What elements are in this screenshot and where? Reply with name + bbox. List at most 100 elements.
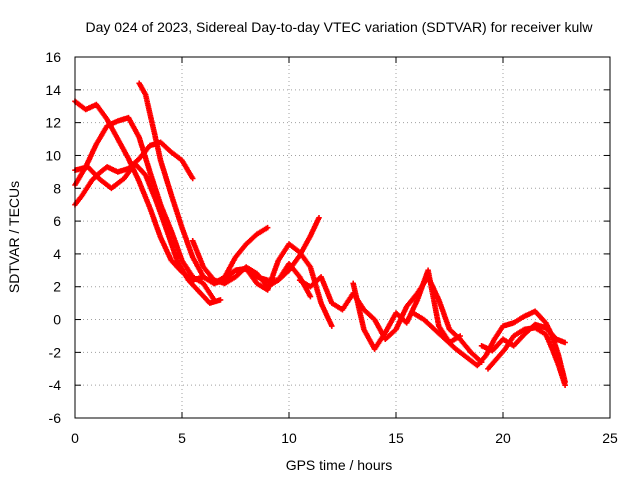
data-point <box>298 276 301 278</box>
data-point <box>266 289 269 291</box>
data-point <box>159 236 162 239</box>
data-point <box>191 177 194 180</box>
data-point <box>459 335 462 337</box>
data-point <box>455 348 457 350</box>
data-point <box>213 282 215 285</box>
data-point <box>384 338 387 341</box>
data-point <box>502 325 504 327</box>
data-point <box>298 251 301 254</box>
ticks-layer: 0 5 10 15 20 25 -6 -4 -2 0 2 4 6 8 10 12 14 16 <box>45 49 618 446</box>
data-point <box>202 276 205 278</box>
data-point <box>341 308 344 311</box>
data-point <box>523 328 526 331</box>
x-axis-label: GPS time / hours <box>286 457 393 473</box>
data-point <box>99 171 102 173</box>
data-point <box>480 345 483 347</box>
y-tick-label: 6 <box>53 213 61 229</box>
grid-layer <box>75 57 610 418</box>
data-point <box>485 354 487 357</box>
data-point <box>395 328 397 331</box>
data-point <box>198 290 200 293</box>
data-point <box>256 282 258 285</box>
data-point <box>181 259 183 262</box>
data-point <box>502 338 504 341</box>
data-point <box>159 141 162 144</box>
y-tick-label: 14 <box>45 82 61 98</box>
data-point <box>523 315 526 318</box>
data-point <box>127 116 130 119</box>
data-point <box>106 118 108 121</box>
x-tick-label: 25 <box>602 430 618 446</box>
data-point <box>534 323 536 326</box>
data-point <box>557 364 560 367</box>
data-point <box>309 235 312 237</box>
data-point <box>504 348 506 350</box>
y-axis-label: SDTVAR / TECUs <box>6 181 22 293</box>
data-point <box>87 166 89 168</box>
data-point <box>234 276 237 278</box>
series-arc-3 <box>72 114 217 303</box>
data-point <box>245 243 247 245</box>
data-point <box>512 322 515 324</box>
y-tick-label: 0 <box>53 312 61 328</box>
data-point <box>144 174 147 176</box>
data-point <box>288 243 290 245</box>
data-point <box>373 348 376 350</box>
data-point <box>320 276 322 278</box>
data-point <box>224 282 226 285</box>
data-point <box>144 93 147 96</box>
data-point <box>95 143 98 145</box>
y-tick-label: 4 <box>53 246 61 262</box>
data-point <box>331 325 333 327</box>
data-point <box>476 364 479 367</box>
data-point <box>384 331 387 334</box>
data-point <box>117 138 119 140</box>
data-point <box>555 338 558 341</box>
data-point <box>256 233 258 236</box>
plot-frame <box>74 56 611 419</box>
data-point <box>545 322 547 324</box>
data-point <box>405 305 408 308</box>
data-point <box>288 262 290 265</box>
x-tick-label: 10 <box>281 430 297 446</box>
data-point <box>459 338 462 341</box>
y-tick-label: -6 <box>49 410 62 426</box>
data-point <box>493 338 496 341</box>
series-marks-arc-5 <box>136 80 322 287</box>
data-point <box>191 279 194 281</box>
data-point <box>438 325 440 327</box>
data-point <box>127 157 130 160</box>
y-tick-label: 16 <box>45 49 61 65</box>
data-point <box>551 348 554 350</box>
y-tick-label: 12 <box>45 115 61 131</box>
x-tick-label: 15 <box>388 430 404 446</box>
data-point <box>202 266 205 268</box>
data-point <box>545 333 547 336</box>
data-point <box>117 171 119 173</box>
data-point <box>181 226 183 229</box>
data-point <box>170 230 173 232</box>
series-marks-arc-3 <box>72 114 217 303</box>
data-point <box>151 121 153 124</box>
data-point <box>80 195 83 198</box>
data-point <box>448 328 451 331</box>
data-point <box>363 308 365 311</box>
x-tick-label: 20 <box>495 430 511 446</box>
y-tick-label: -2 <box>49 344 62 360</box>
data-point <box>106 125 108 127</box>
data-point <box>373 318 376 321</box>
data-point <box>309 266 312 268</box>
data-point <box>224 276 226 278</box>
data-point <box>416 299 419 301</box>
data-point <box>444 338 447 341</box>
data-point <box>534 310 536 313</box>
data-point <box>277 279 280 281</box>
data-point <box>234 256 237 258</box>
data-point <box>84 108 87 111</box>
chart-title: Day 024 of 2023, Sidereal Day-to-day VTE… <box>85 19 593 35</box>
data-point <box>512 345 515 347</box>
data-point <box>309 285 312 288</box>
data-point <box>487 367 489 370</box>
data-point <box>491 349 494 352</box>
